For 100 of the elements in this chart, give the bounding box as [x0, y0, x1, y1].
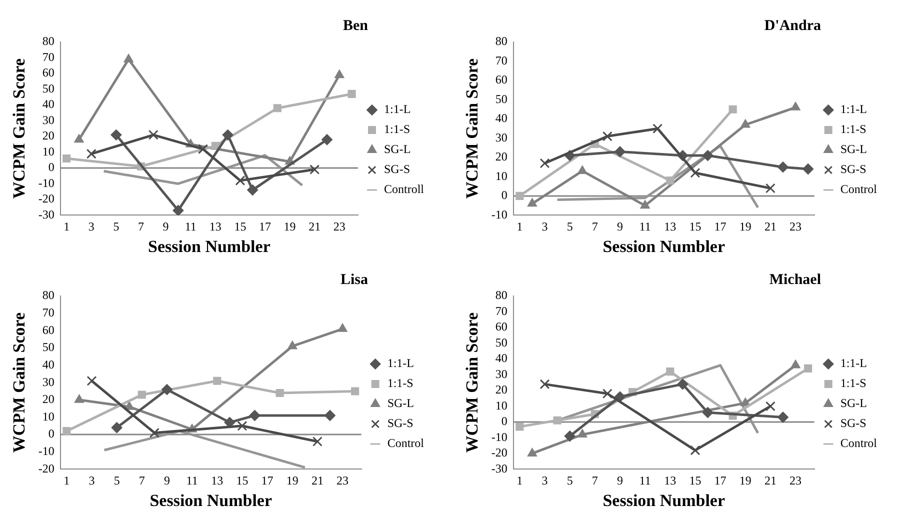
x-tick-label: 7 — [138, 473, 145, 488]
x-tick-label: 5 — [566, 473, 573, 488]
legend-label: Control — [387, 436, 425, 450]
y-axis-title: WCPM Gain Score — [462, 58, 482, 199]
y-tick-label: 0 — [48, 426, 54, 441]
y-tick-label: 10 — [42, 409, 54, 424]
y-tick-label: -20 — [38, 192, 54, 206]
y-tick-label: 60 — [42, 66, 54, 80]
x-tick-label: 15 — [236, 473, 248, 488]
x-tick-label: 11 — [639, 473, 651, 488]
y-tick-label: 70 — [495, 304, 508, 318]
x-tick-label: 17 — [714, 473, 726, 488]
y-tick-label: 20 — [42, 392, 54, 406]
y-tick-label: 30 — [42, 374, 54, 389]
y-axis-title: WCPM Gain Score — [10, 312, 29, 453]
x-tick-label: 17 — [261, 473, 274, 488]
x-tick-label: 11 — [186, 473, 198, 488]
x-tick-label: 3 — [542, 473, 548, 488]
y-tick-label: 80 — [495, 288, 508, 302]
x-tick-label: 13 — [664, 473, 676, 488]
y-tick-label: -10 — [491, 430, 508, 444]
y-tick-label: -10 — [38, 176, 54, 190]
x-tick-label: 7 — [592, 219, 598, 234]
x-axis-title: Session Numbler — [148, 237, 271, 256]
x-tick-label: 5 — [566, 219, 573, 234]
x-tick-label: 19 — [286, 473, 298, 488]
legend-label: SG-L — [384, 142, 411, 156]
chart-title: Lisa — [340, 272, 368, 289]
x-tick-label: 17 — [714, 219, 726, 234]
y-tick-label: 80 — [42, 34, 54, 48]
x-tick-label: 5 — [113, 219, 120, 234]
legend-label: SG-L — [840, 396, 868, 410]
x-tick-label: 3 — [88, 219, 94, 234]
x-tick-label: 13 — [209, 219, 222, 234]
legend-label: SG-S — [384, 162, 410, 176]
x-tick-label: 21 — [764, 473, 776, 488]
legend-label: SG-S — [840, 162, 866, 176]
y-tick-label: 60 — [495, 72, 508, 87]
x-tick-label: 15 — [689, 473, 702, 488]
x-tick-label: 23 — [790, 473, 802, 488]
x-tick-label: 23 — [790, 219, 802, 234]
x-tick-label: 1 — [516, 219, 523, 234]
x-tick-label: 11 — [639, 219, 651, 234]
y-tick-label: 0 — [501, 414, 508, 428]
x-tick-label: 21 — [308, 219, 321, 234]
y-tick-label: 80 — [42, 288, 54, 302]
x-tick-label: 9 — [616, 473, 623, 488]
legend-label: Controll — [384, 182, 425, 196]
x-axis-title: Session Numbler — [602, 237, 726, 256]
x-axis-title: Session Numbler — [602, 491, 726, 510]
legend-label: 1:1-S — [387, 376, 414, 390]
legend-label: SG-S — [387, 416, 414, 430]
x-tick-label: 1 — [516, 473, 523, 488]
x-tick-label: 15 — [689, 219, 702, 234]
x-tick-label: 23 — [336, 473, 349, 488]
y-tick-label: 30 — [495, 366, 508, 381]
legend-label: 1:1-L — [840, 102, 868, 116]
y-tick-label: -10 — [491, 207, 508, 222]
legend-label: 1:1-S — [840, 122, 866, 136]
x-tick-label: 13 — [664, 219, 676, 234]
x-tick-label: 1 — [64, 219, 70, 234]
y-tick-label: 70 — [495, 53, 508, 68]
x-tick-label: 7 — [592, 473, 598, 488]
y-tick-label: 30 — [495, 130, 508, 144]
x-tick-label: 9 — [616, 219, 623, 234]
legend-label: 1:1-S — [384, 122, 410, 136]
x-tick-label: 13 — [211, 473, 224, 488]
x-tick-label: 7 — [138, 219, 144, 234]
chart-title: D'Andra — [764, 18, 821, 35]
x-tick-label: 17 — [258, 219, 271, 234]
x-tick-label: 19 — [739, 473, 752, 488]
legend-label: Control — [840, 182, 878, 196]
y-axis-title: WCPM Gain Score — [462, 312, 482, 453]
y-tick-label: 30 — [42, 112, 54, 127]
y-tick-label: 60 — [42, 322, 54, 337]
y-tick-label: 10 — [495, 168, 508, 183]
legend-label: 1:1-S — [840, 376, 866, 390]
y-tick-label: 40 — [495, 351, 508, 366]
x-tick-label: 23 — [333, 219, 346, 234]
y-tick-label: 50 — [42, 81, 54, 96]
y-tick-label: 80 — [495, 34, 508, 48]
legend-label: 1:1-L — [840, 356, 868, 370]
y-tick-label: 10 — [495, 398, 508, 412]
y-tick-label: 20 — [495, 382, 508, 397]
y-tick-label: 20 — [42, 128, 54, 143]
x-tick-label: 19 — [739, 219, 752, 234]
y-tick-label: 50 — [495, 335, 508, 350]
y-tick-label: -20 — [38, 461, 54, 476]
y-tick-label: -10 — [38, 444, 54, 458]
legend-label: SG-L — [840, 142, 868, 156]
x-tick-label: 11 — [184, 219, 196, 234]
x-tick-label: 15 — [234, 219, 246, 234]
y-tick-label: 40 — [42, 97, 54, 112]
x-tick-label: 5 — [114, 473, 120, 488]
y-tick-label: -20 — [491, 446, 508, 460]
y-tick-label: -30 — [491, 461, 508, 476]
y-tick-label: 10 — [42, 144, 54, 158]
y-tick-label: 0 — [48, 160, 54, 174]
y-tick-label: 40 — [42, 357, 54, 372]
x-tick-label: 9 — [162, 219, 169, 234]
